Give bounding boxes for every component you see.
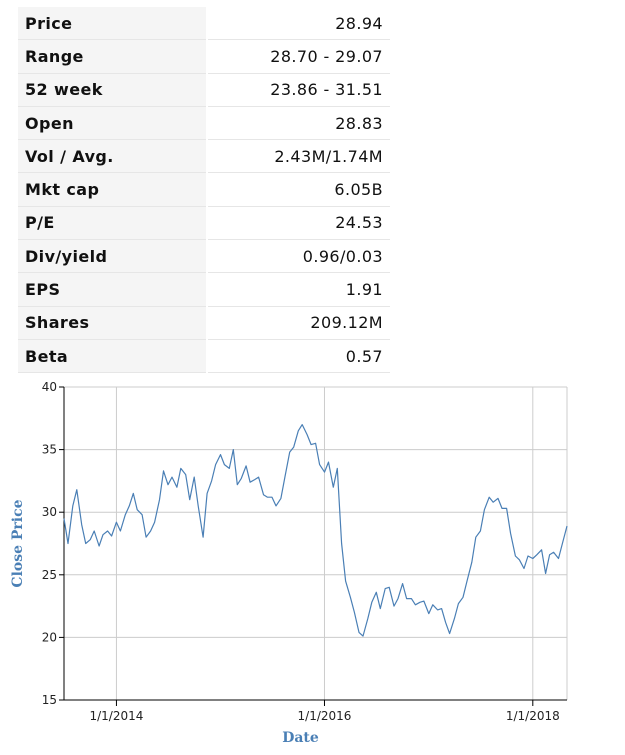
quote-value: 23.86 - 31.51 — [207, 73, 390, 107]
quote-value: 0.96/0.03 — [207, 239, 390, 274]
quote-row: Open 28.83 — [18, 106, 390, 141]
quote-value: 1.91 — [207, 272, 390, 307]
quote-label: Div/yield — [18, 239, 208, 274]
chart-series — [63, 423, 568, 637]
chart-grid — [64, 386, 568, 701]
quote-label: EPS — [18, 272, 208, 307]
quote-value: 28.70 - 29.07 — [207, 39, 390, 74]
quote-value: 2.43M/1.74M — [207, 139, 390, 174]
quote-label: P/E — [18, 206, 208, 241]
quote-row: 52 week 23.86 - 31.51 — [18, 73, 390, 107]
quote-row: Mkt cap 6.05B — [18, 172, 390, 207]
quote-label: Beta — [18, 339, 208, 374]
x-tick-label: 1/1/2014 — [89, 709, 143, 723]
y-axis-title: Close Price — [10, 499, 26, 587]
y-tick-label: 40 — [42, 380, 57, 394]
quote-label: 52 week — [18, 73, 208, 107]
quote-row: Shares 209.12M — [18, 306, 390, 340]
y-tick-label: 30 — [42, 505, 57, 519]
quote-label: Range — [18, 39, 208, 74]
quote-label: Open — [18, 106, 208, 141]
close-price-line — [63, 423, 568, 637]
quote-row: Range 28.70 - 29.07 — [18, 39, 390, 74]
y-tick-label: 20 — [42, 630, 57, 644]
quote-value: 6.05B — [207, 172, 390, 207]
quote-row: P/E 24.53 — [18, 206, 390, 241]
quote-row: Vol / Avg. 2.43M/1.74M — [18, 139, 390, 174]
quote-row: Div/yield 0.96/0.03 — [18, 239, 390, 274]
chart-axes: 15 20 25 30 35 40 1/1/2014 1/1/2016 1/1/2018 — [42, 380, 567, 723]
x-tick-label: 1/1/2018 — [506, 709, 560, 723]
quote-table-body: Price 28.94 Range 28.70 - 29.07 52 week 23.86… — [18, 7, 390, 374]
quote-label: Shares — [18, 306, 208, 340]
quote-row: Beta 0.57 — [18, 339, 390, 374]
quote-value: 28.83 — [207, 106, 390, 141]
x-axis-title: Date — [282, 730, 319, 746]
quote-value: 0.57 — [207, 339, 390, 374]
quote-label: Price — [18, 7, 208, 41]
quote-value: 24.53 — [207, 206, 390, 241]
close-price-chart: 15 20 25 30 35 40 1/1/2014 1/1/2016 1/1/2018 Clo… — [10, 380, 568, 746]
quote-value: 28.94 — [207, 7, 390, 41]
quote-row: Price 28.94 — [18, 7, 390, 41]
x-tick-label: 1/1/2016 — [298, 709, 352, 723]
y-tick-label: 25 — [42, 568, 57, 582]
quote-label: Vol / Avg. — [18, 139, 208, 174]
y-tick-label: 35 — [42, 443, 57, 457]
quote-row: EPS 1.91 — [18, 272, 390, 307]
y-tick-label: 15 — [42, 693, 57, 707]
quote-label: Mkt cap — [18, 172, 208, 207]
quote-value: 209.12M — [207, 306, 390, 340]
quote-table: Price 28.94 Range 28.70 - 29.07 52 week 23.86… — [18, 7, 390, 374]
